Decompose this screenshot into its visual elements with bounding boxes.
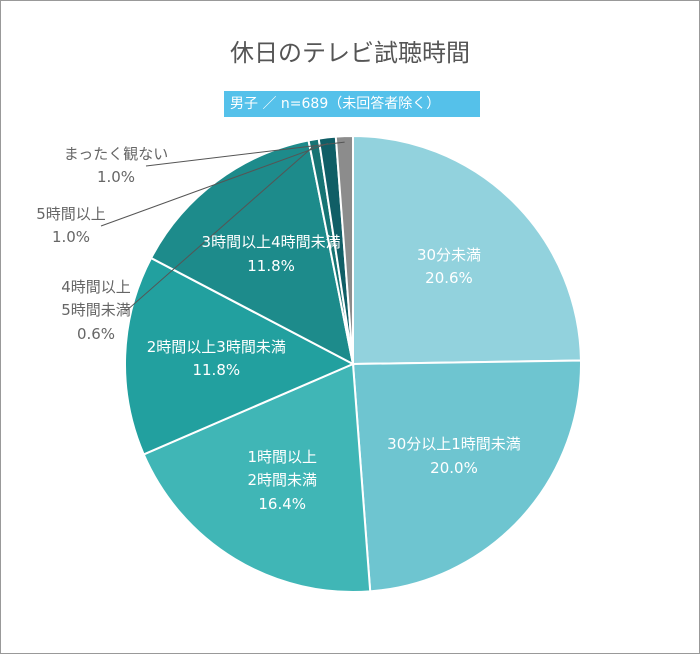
data-label: 1時間以上 2時間未満 16.4%	[247, 446, 317, 516]
pie-slice	[149, 139, 355, 366]
category-label: 30分未満	[416, 245, 482, 264]
data-label: 2時間以上3時間未満 11.8%	[147, 336, 286, 383]
data-label: 30分以上1時間未満 20.0%	[387, 433, 521, 480]
category-label: 1時間以上 2時間未満	[247, 448, 317, 490]
chart-title: 休日のテレビ試聴時間	[230, 39, 470, 67]
value-label: 11.8%	[247, 256, 295, 275]
pie-slice	[351, 359, 582, 593]
leader-line	[100, 142, 329, 227]
category-label: 30分以上1時間未満	[387, 435, 521, 453]
value-label: 11.8%	[192, 360, 241, 379]
pie-slice	[352, 134, 582, 366]
pie-slice	[334, 134, 354, 365]
data-label: 30分未満 20.6%	[417, 243, 481, 290]
data-label: 3時間以上4時間未満 11.8%	[202, 231, 341, 278]
pie-slice	[142, 362, 372, 593]
data-label: 4時間以上 5時間未満 0.6%	[61, 276, 131, 346]
pie-slice	[124, 256, 356, 456]
value-label: 20.0%	[430, 458, 478, 477]
category-label: 3時間以上4時間未満	[201, 233, 341, 252]
value-label: 16.4%	[258, 494, 307, 513]
category-label: 4時間以上 5時間未満	[61, 278, 131, 320]
chart-subtitle: 男子 ／ n=689（未回答者除く）	[224, 91, 480, 117]
category-label: まったく観ない	[63, 144, 169, 163]
category-label: 5時間以上	[36, 204, 106, 223]
category-label: 2時間以上3時間未満	[146, 337, 286, 356]
value-label: 0.6%	[76, 324, 116, 343]
data-label: まったく観ない 1.0%	[64, 143, 168, 190]
value-label: 20.6%	[425, 268, 473, 287]
leader-line	[125, 144, 315, 312]
data-label: 5時間以上 1.0%	[36, 203, 106, 250]
value-label: 1.0%	[51, 228, 91, 246]
leader-line	[145, 141, 345, 167]
value-label: 1.0%	[96, 168, 136, 186]
